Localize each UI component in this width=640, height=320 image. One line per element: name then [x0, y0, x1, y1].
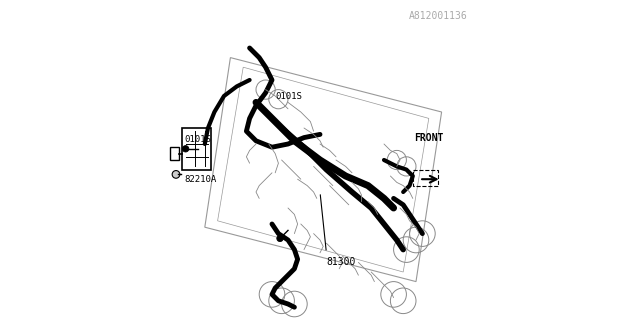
Text: 81300: 81300	[326, 257, 356, 268]
Circle shape	[182, 146, 189, 152]
Text: 82210A: 82210A	[184, 175, 216, 184]
Circle shape	[172, 171, 180, 178]
Text: FRONT: FRONT	[415, 132, 444, 143]
Text: 0101S: 0101S	[184, 135, 211, 144]
Text: 0101S: 0101S	[275, 92, 302, 100]
Circle shape	[277, 235, 283, 242]
Text: A812001136: A812001136	[409, 11, 468, 21]
